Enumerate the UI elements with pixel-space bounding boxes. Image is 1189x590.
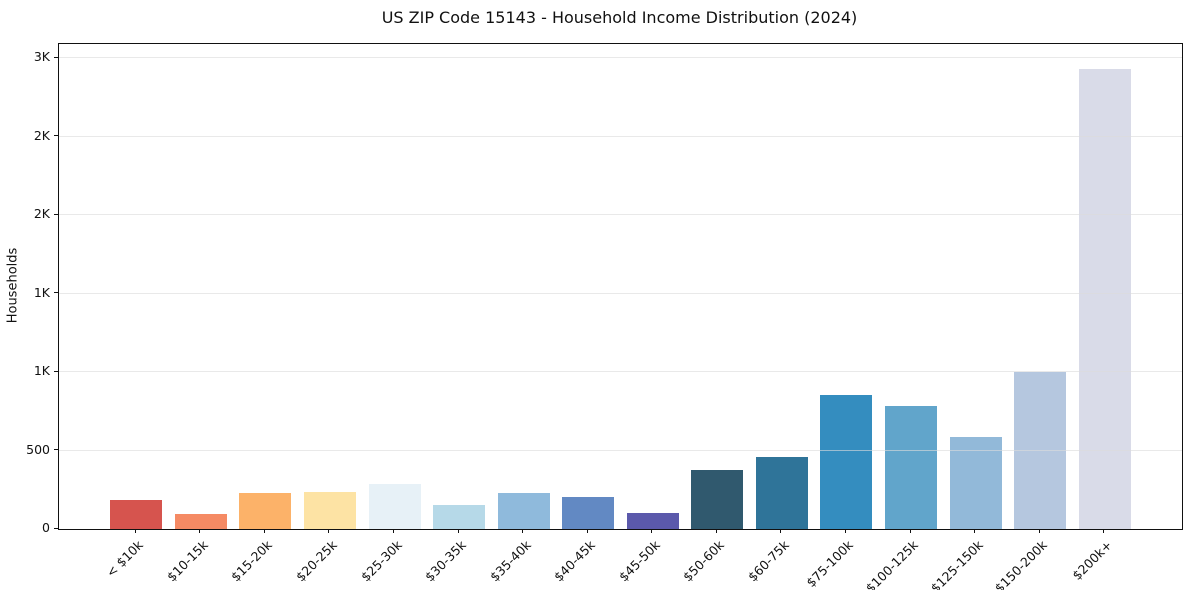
x-tick-mark [586,529,588,533]
bar [1078,69,1131,529]
bar [691,470,744,529]
bar [626,512,679,529]
bar-slot [362,44,427,529]
bar-slot [1008,44,1073,529]
x-tick-mark [522,529,524,533]
y-tick-label: 2K [33,127,50,143]
bar [755,456,808,529]
chart-title: US ZIP Code 15143 - Household Income Dis… [381,8,858,27]
bar-slot [685,44,750,529]
bar-slot [1072,44,1137,529]
bar-slot [298,44,363,529]
bar-slot [879,44,944,529]
bar [174,514,227,529]
bar-slot [169,44,234,529]
y-tick-mark [54,449,58,451]
y-tick-label: 2K [33,206,50,222]
y-tick-label: 1K [33,363,50,379]
bar [110,499,163,529]
x-tick-mark [651,529,653,533]
bar [303,492,356,529]
x-tick-mark [909,529,911,533]
bar [497,492,550,529]
y-tick-label: 1K [33,284,50,300]
x-tick-mark [263,529,265,533]
bar-slot [491,44,556,529]
bar-slot [814,44,879,529]
x-tick-label: < $10k [103,537,147,581]
x-tick-mark [199,529,201,533]
x-tick-mark [1038,529,1040,533]
y-tick-mark [54,527,58,529]
y-tick-mark [54,213,58,215]
x-tick-mark [780,529,782,533]
x-tick-mark [1103,529,1105,533]
x-tick-mark [715,529,717,533]
y-tick-label: 3K [33,49,50,65]
bar [562,496,615,529]
bar-slot [233,44,298,529]
y-tick-label: 0 [42,520,50,535]
bar [949,437,1002,529]
bar [820,394,873,529]
bar [1014,372,1067,529]
x-tick-mark [844,529,846,533]
bar-slot [556,44,621,529]
bar [368,484,421,529]
plot-area [58,43,1183,530]
bar [433,504,486,529]
bar-slot [943,44,1008,529]
bar-slot [427,44,492,529]
bar [885,405,938,529]
bars-layer [59,44,1182,529]
x-tick-mark [134,529,136,533]
y-tick-mark [54,292,58,294]
x-tick-mark [974,529,976,533]
bar-slot [750,44,815,529]
y-tick-mark [54,56,58,58]
y-tick-mark [54,135,58,137]
y-tick-label: 500 [26,441,50,457]
bar-slot [104,44,169,529]
y-tick-mark [54,370,58,372]
bar-slot [621,44,686,529]
bar [239,492,292,529]
x-tick-mark [393,529,395,533]
x-tick-mark [457,529,459,533]
x-tick-mark [328,529,330,533]
